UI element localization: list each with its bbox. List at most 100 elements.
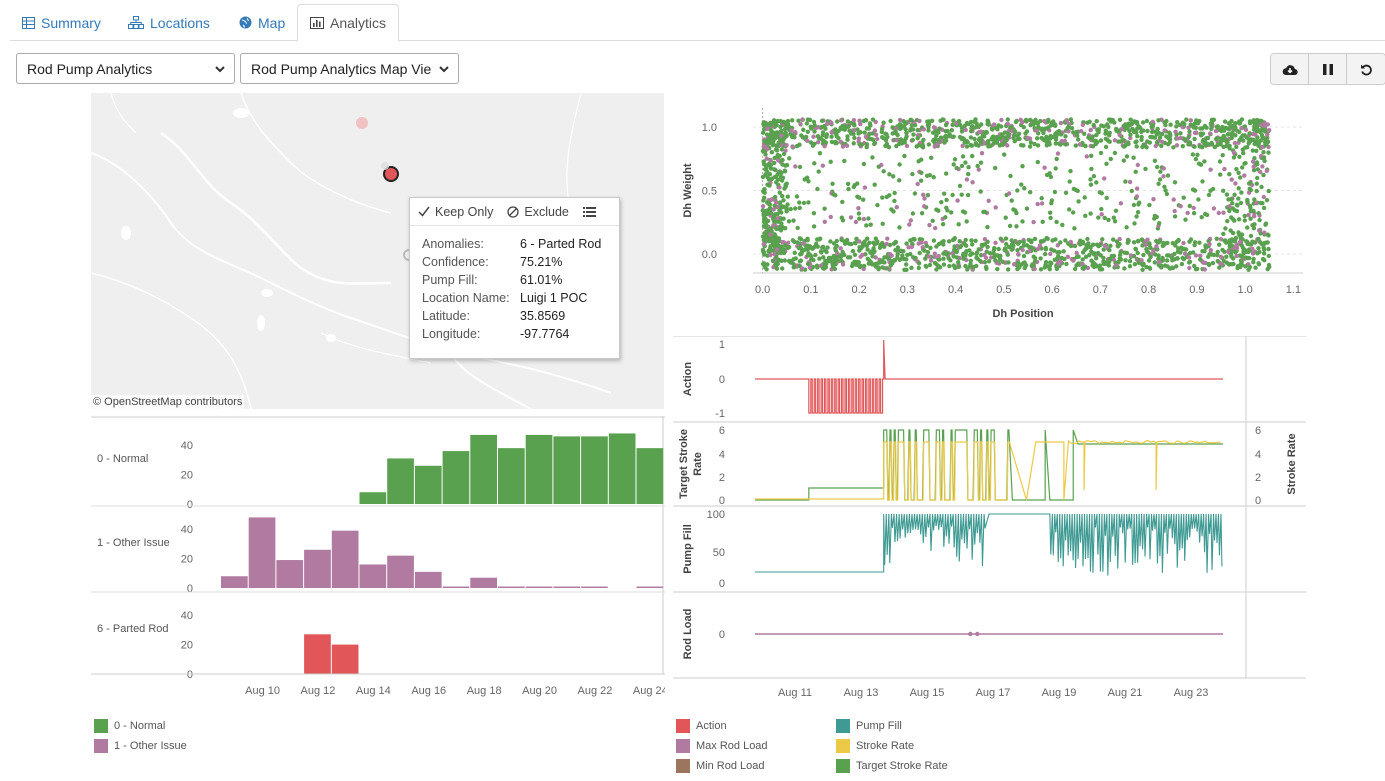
scatter-point [1237, 253, 1242, 258]
refresh-button[interactable] [1347, 54, 1385, 84]
scatter-point [1236, 186, 1241, 191]
map-point-selected[interactable] [383, 166, 399, 182]
scatter-point [1034, 128, 1039, 133]
scatter-point [984, 129, 989, 135]
scatter-point [772, 244, 777, 249]
scatter-point [785, 245, 791, 250]
tooltip-key: Confidence: [422, 255, 489, 269]
map-point-faded[interactable] [356, 117, 368, 129]
legend-item[interactable]: 0 - Normal [94, 716, 187, 736]
scatter-point [919, 240, 924, 245]
target-stroke-y-label-1: Target Stroke [678, 429, 690, 499]
scatter-point [838, 246, 843, 251]
download-button[interactable] [1271, 54, 1309, 84]
scatter-point [1091, 122, 1096, 128]
legend-item[interactable]: Max Rod Load [676, 736, 836, 756]
scatter-point [1074, 263, 1079, 268]
scatter-point [899, 256, 904, 261]
scatter-point [862, 185, 868, 190]
scatter-point [862, 130, 867, 135]
view-data-button[interactable] [582, 206, 596, 217]
scatter-x-tick: 1.0 [1237, 284, 1252, 296]
pause-button[interactable] [1309, 54, 1347, 84]
scatter-point [1171, 197, 1176, 202]
scatter-point [893, 131, 899, 136]
scatter-point [1157, 221, 1162, 226]
scatter-point [834, 134, 839, 139]
histogram-row-label: 0 - Normal [97, 453, 148, 465]
workbook-select[interactable]: Rod Pump Analytics [16, 53, 235, 84]
scatter-point [1203, 211, 1208, 217]
legend-item[interactable]: Action [676, 716, 836, 736]
scatter-point [924, 264, 929, 269]
scatter-point [985, 244, 990, 250]
scatter-point [1187, 142, 1192, 147]
scatter-point [856, 260, 861, 265]
exclude-button[interactable]: Exclude [507, 205, 569, 219]
tooltip-key: Longitude: [422, 327, 481, 341]
scatter-point [1225, 218, 1230, 224]
scatter-point [1246, 212, 1251, 218]
scatter-point [1097, 263, 1103, 268]
scatter-point [1188, 237, 1194, 242]
scatter-point [1096, 215, 1101, 220]
tab-analytics[interactable]: Analytics [297, 4, 400, 42]
scatter-point [1061, 249, 1066, 254]
scatter-y-label: Dh Weight [682, 163, 694, 218]
scatter-point [1261, 245, 1266, 250]
scatter-point [964, 144, 970, 149]
scatter-point [1199, 215, 1204, 220]
scatter-point [1187, 129, 1192, 134]
legend-item[interactable]: Min Rod Load [676, 756, 836, 776]
scatter-point [777, 200, 783, 205]
histogram-bar [276, 560, 304, 588]
legend-item[interactable]: Target Stroke Rate [836, 756, 996, 776]
scatter-point [968, 258, 973, 263]
scatter-point [1098, 242, 1103, 247]
histogram-bar [636, 448, 664, 504]
scatter-point [1053, 122, 1058, 127]
keep-only-button[interactable]: Keep Only [418, 205, 493, 219]
histogram-bar [498, 448, 525, 504]
legend-label: 1 - Other Issue [114, 740, 187, 752]
scatter-point [870, 254, 875, 259]
scatter-point [974, 255, 979, 260]
histogram-bar [331, 530, 359, 588]
scatter-point [779, 204, 784, 209]
scatter-point [1174, 124, 1179, 129]
scatter-point [1147, 140, 1152, 145]
scatter-point [925, 123, 931, 128]
scatter-point [922, 248, 927, 253]
scatter-point [1008, 124, 1014, 130]
scatter-point [965, 192, 971, 198]
scatter-point [935, 263, 940, 268]
scatter-point [866, 216, 871, 221]
scatter-point [1099, 212, 1104, 217]
legend-item[interactable]: Pump Fill [836, 716, 996, 736]
tab-locations[interactable]: Locations [116, 4, 222, 41]
scatter-point [920, 143, 926, 148]
scatter-point [1233, 244, 1238, 249]
view-select[interactable]: Rod Pump Analytics Map Vie [240, 53, 459, 84]
scatter-point [943, 128, 948, 134]
legend-item[interactable]: Stroke Rate [836, 736, 996, 756]
scatter-point [1006, 260, 1011, 265]
scatter-x-tick: 1.1 [1286, 284, 1301, 296]
scatter-point [1103, 261, 1109, 266]
scatter-point [771, 218, 776, 223]
scatter-point [1053, 166, 1058, 171]
stroke-right-tick: 2 [1255, 472, 1261, 484]
scatter-point [885, 236, 890, 241]
scatter-point [1134, 139, 1139, 144]
scatter-point [1089, 153, 1094, 158]
scatter-point [1029, 239, 1034, 245]
scatter-point [793, 130, 798, 135]
scatter-point [805, 129, 810, 134]
legend-item[interactable]: 1 - Other Issue [94, 736, 187, 756]
scatter-point [1020, 120, 1025, 125]
tab-summary[interactable]: Summary [10, 4, 113, 41]
tab-map[interactable]: Map [227, 4, 297, 41]
scatter-point [954, 249, 959, 255]
scatter-point [1007, 223, 1013, 229]
scatter-point [968, 135, 974, 140]
